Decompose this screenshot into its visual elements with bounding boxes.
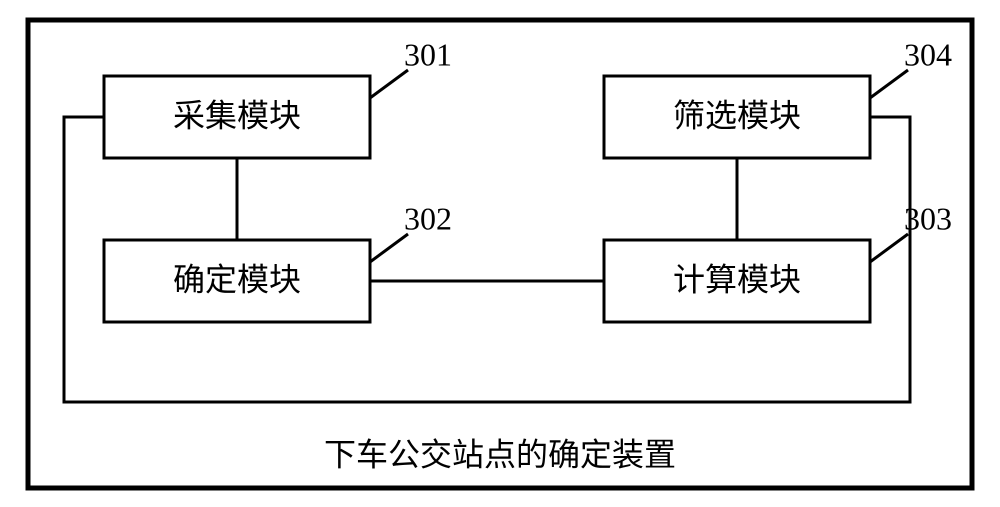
module-box: 确定模块 302 xyxy=(104,200,452,322)
module-box: 筛选模块 304 xyxy=(604,36,952,158)
ref-leader xyxy=(870,70,908,98)
module-label: 采集模块 xyxy=(173,97,301,133)
block-diagram: 采集模块 301 确定模块 302 计算模块 303 筛选模块 304 下车公交站点的确定装置 xyxy=(0,0,1000,507)
ref-number: 304 xyxy=(904,36,952,72)
ref-number: 302 xyxy=(404,200,452,236)
module-label: 筛选模块 xyxy=(673,97,801,133)
module-box: 采集模块 301 xyxy=(104,36,452,158)
module-label: 计算模块 xyxy=(673,261,801,297)
nodes: 采集模块 301 确定模块 302 计算模块 303 筛选模块 304 xyxy=(104,36,952,322)
ref-number: 303 xyxy=(904,200,952,236)
module-box: 计算模块 303 xyxy=(604,200,952,322)
ref-leader xyxy=(370,234,408,262)
module-label: 确定模块 xyxy=(173,261,301,297)
ref-number: 301 xyxy=(404,36,452,72)
ref-leader xyxy=(870,234,908,262)
diagram-caption: 下车公交站点的确定装置 xyxy=(324,436,676,472)
ref-leader xyxy=(370,70,408,98)
